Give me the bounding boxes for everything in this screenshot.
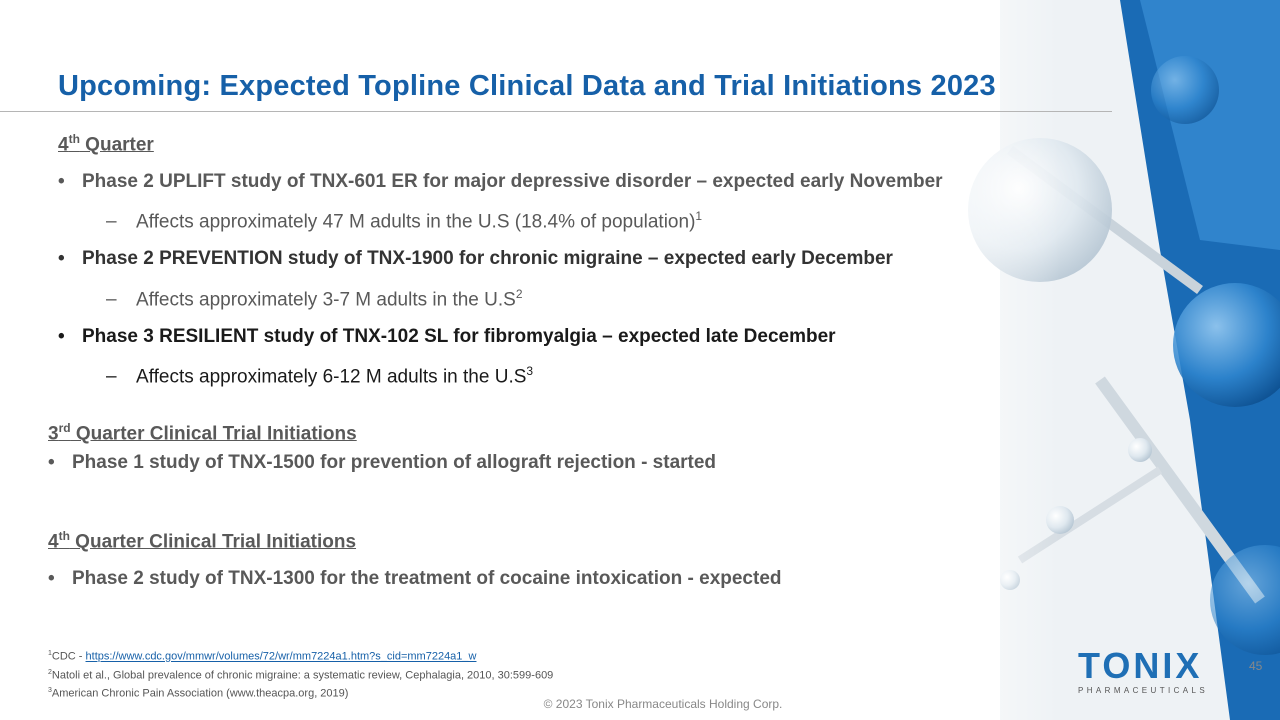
footnote-1: 1CDC - https://www.cdc.gov/mmwr/volumes/… — [48, 650, 477, 663]
q4-item-2-sub: – Affects approximately 3-7 M adults in t… — [106, 287, 523, 311]
logo-subtitle: PHARMACEUTICALS — [1078, 686, 1209, 695]
tonix-logo: TONIX PHARMACEUTICALS — [1078, 645, 1209, 696]
q3-initiations-item: • Phase 1 study of TNX-1500 for preventio… — [48, 452, 717, 473]
slide-title: Upcoming: Expected Topline Clinical Data… — [58, 70, 996, 102]
footnotes: 1CDC - https://www.cdc.gov/mmwr/volumes/… — [48, 646, 553, 702]
q4-heading: 4th Quarter — [58, 132, 154, 156]
q4-item-1: • Phase 2 UPLIFT study of TNX-601 ER for … — [58, 171, 943, 192]
copyright: © 2023 Tonix Pharmaceuticals Holding Cor… — [543, 697, 783, 711]
logo-wordmark: TONIX — [1078, 645, 1203, 686]
q4-initiations-heading: 4th Quarter Clinical Trial Initiations — [48, 529, 357, 553]
title-divider — [0, 111, 1112, 112]
q3-initiations-heading: 3rd Quarter Clinical Trial Initiations — [48, 421, 357, 445]
q4-item-3-sub: – Affects approximately 6-12 M adults in … — [106, 364, 534, 388]
q4-item-2: • Phase 2 PREVENTION study of TNX-1900 fo… — [58, 248, 893, 269]
q4-item-3: • Phase 3 RESILIENT study of TNX-102 SL f… — [58, 326, 836, 347]
page-number: 45 — [1249, 659, 1263, 673]
q4-initiations-item: • Phase 2 study of TNX-1300 for the treat… — [48, 568, 782, 589]
footnote-3: 3American Chronic Pain Association (www.… — [48, 687, 349, 700]
footnote-2: 2Natoli et al., Global prevalence of chr… — [48, 668, 554, 682]
q4-item-1-sub: – Affects approximately 47 M adults in th… — [106, 209, 703, 233]
footnote-1-link[interactable]: https://www.cdc.gov/mmwr/volumes/72/wr/m… — [85, 650, 477, 663]
